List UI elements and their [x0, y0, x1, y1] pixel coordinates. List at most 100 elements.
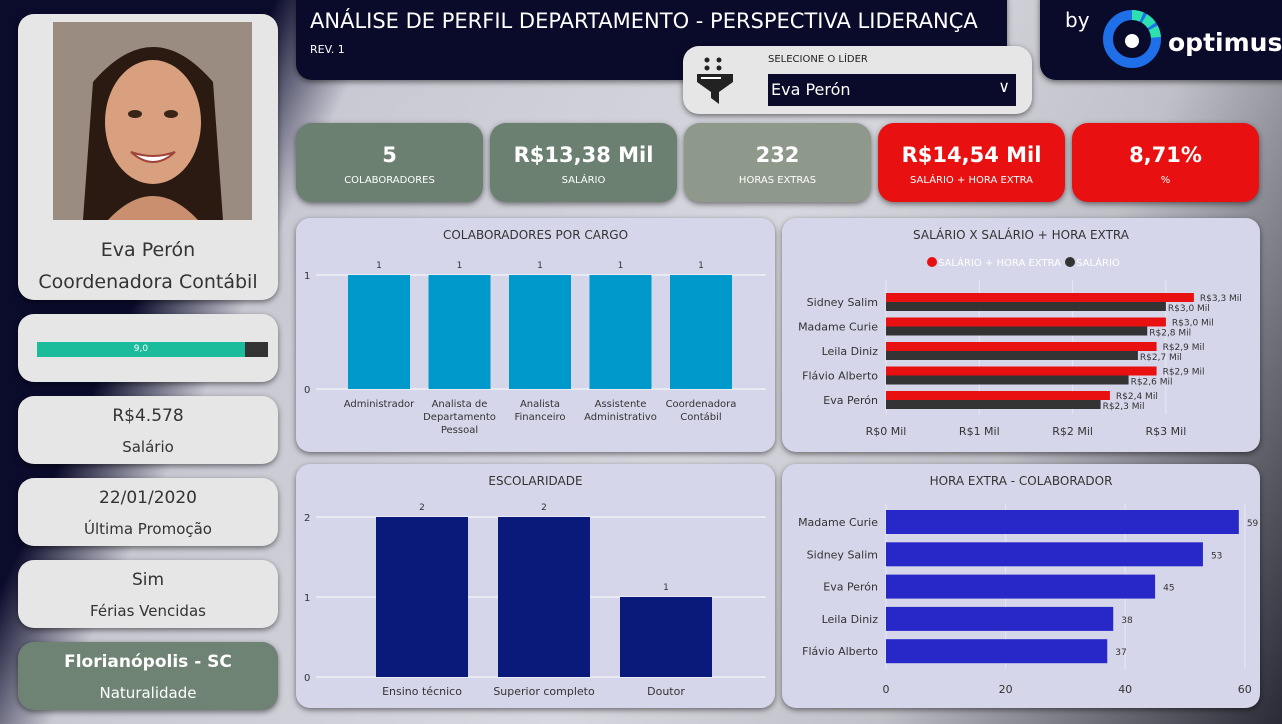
- x-tick-label: R$0 Mil: [866, 425, 907, 438]
- kpi-label: COLABORADORES: [344, 175, 435, 186]
- data-label: 37: [1115, 648, 1126, 658]
- kpi-label: %: [1160, 175, 1171, 186]
- kpi-card: 5 COLABORADORES: [296, 123, 483, 202]
- legend-marker: [927, 257, 937, 267]
- category-label: Analista de: [432, 399, 488, 410]
- score-bar: 9,0: [37, 342, 268, 357]
- x-tick-label: R$2 Mil: [1052, 425, 1093, 438]
- chart-title: HORA EXTRA - COLABORADOR: [929, 474, 1113, 488]
- x-tick-label: 40: [1118, 683, 1132, 696]
- kpi-label: SALÁRIO + HORA EXTRA: [910, 175, 1033, 186]
- legend-label: SALÁRIO + HORA EXTRA: [938, 256, 1061, 269]
- city-value: Florianópolis - SC: [64, 652, 232, 672]
- kpi-value: 232: [755, 143, 800, 167]
- legend-label: SALÁRIO: [1076, 256, 1120, 269]
- bar: [376, 517, 468, 677]
- category-label: Sidney Salim: [807, 548, 878, 561]
- data-label: R$2,7 Mil: [1140, 353, 1182, 363]
- category-label: Eva Perón: [823, 581, 878, 594]
- category-label: Superior completo: [493, 685, 595, 698]
- category-label: Madame Curie: [798, 321, 878, 334]
- bar: [886, 391, 1110, 400]
- category-label: Sidney Salim: [807, 296, 878, 309]
- chart-salario: SALÁRIO X SALÁRIO + HORA EXTRA SALÁRIO + …: [782, 218, 1260, 452]
- data-label: R$2,3 Mil: [1103, 402, 1145, 412]
- chart-title: SALÁRIO X SALÁRIO + HORA EXTRA: [913, 228, 1129, 242]
- chart-escolaridade: ESCOLARIDADE 0 1 2 2 Ensino técnico 2 Superior …: [296, 464, 775, 708]
- city-card: Florianópolis - SC Naturalidade: [18, 642, 278, 710]
- bar: [886, 510, 1239, 534]
- category-label: Administrador: [344, 399, 415, 410]
- salary-card: R$4.578 Salário: [18, 396, 278, 464]
- category-label: Eva Perón: [823, 394, 878, 407]
- data-label: R$2,4 Mil: [1116, 392, 1158, 402]
- kpi-value: 5: [382, 143, 397, 167]
- bar: [886, 606, 1114, 631]
- bar: [886, 293, 1194, 302]
- bar: [589, 275, 652, 389]
- score-value: 9,0: [133, 344, 149, 354]
- city-label: Naturalidade: [99, 684, 197, 702]
- bar: [509, 275, 571, 389]
- chart-cargo: COLABORADORES POR CARGO 0 1 1 Administrador 1…: [296, 218, 775, 452]
- category-label: Departamento: [423, 412, 496, 423]
- data-label: 1: [457, 261, 463, 271]
- category-label: Contábil: [680, 411, 721, 423]
- data-label: 45: [1163, 584, 1174, 594]
- kpi-card: 232 HORAS EXTRAS: [684, 123, 871, 202]
- bar: [886, 375, 1129, 385]
- score-fill: 9,0: [37, 342, 245, 357]
- bar: [886, 342, 1157, 351]
- data-label: 1: [698, 261, 704, 271]
- category-label: Analista: [520, 399, 560, 410]
- x-tick-label: R$1 Mil: [959, 425, 1000, 438]
- chart-hora-extra: HORA EXTRA - COLABORADOR 0 20 40 60 Madame Cu…: [782, 464, 1260, 708]
- bar: [886, 317, 1166, 327]
- bar: [886, 326, 1148, 336]
- category-label: Financeiro: [514, 412, 565, 423]
- y-tick-label: 2: [304, 513, 310, 524]
- data-label: 53: [1211, 551, 1222, 561]
- bar: [886, 542, 1203, 567]
- category-label: Assistente: [595, 399, 647, 410]
- logo-text: optimus: [1168, 28, 1282, 57]
- category-label: Leila Diniz: [822, 613, 879, 626]
- kpi-value: R$14,54 Mil: [901, 143, 1042, 167]
- leader-dropdown-value: Eva Perón: [771, 80, 851, 99]
- salary-value: R$4.578: [112, 406, 184, 426]
- data-label: R$3,0 Mil: [1168, 304, 1210, 314]
- data-label: R$2,9 Mil: [1163, 343, 1205, 353]
- bar: [620, 597, 712, 677]
- vacation-card: Sim Férias Vencidas: [18, 560, 278, 628]
- bar: [886, 639, 1108, 664]
- data-label: 1: [537, 261, 543, 271]
- vacation-label: Férias Vencidas: [90, 602, 206, 620]
- category-label: Pessoal: [441, 425, 478, 436]
- y-tick-label: 0: [304, 385, 310, 396]
- data-label: R$2,6 Mil: [1131, 378, 1173, 388]
- x-tick-label: 60: [1238, 683, 1252, 696]
- category-label: Madame Curie: [798, 516, 878, 529]
- data-label: R$3,0 Mil: [1172, 319, 1214, 329]
- y-tick-label: 1: [304, 593, 310, 604]
- x-tick-label: 0: [883, 683, 890, 696]
- bar: [428, 275, 491, 389]
- data-label: 1: [663, 583, 669, 593]
- bar: [886, 302, 1166, 311]
- leader-dropdown[interactable]: Eva Perón ∨: [768, 74, 1016, 106]
- salary-label: Salário: [122, 438, 174, 456]
- x-tick-label: R$3 Mil: [1146, 425, 1187, 438]
- category-label: Leila Diniz: [822, 345, 879, 358]
- category-label: Coordenadora: [666, 399, 737, 410]
- data-label: R$2,9 Mil: [1163, 368, 1205, 378]
- y-tick-label: 1: [304, 271, 310, 282]
- y-tick-label: 0: [304, 673, 310, 684]
- promotion-label: Última Promoção: [84, 520, 212, 538]
- filter-icon: [697, 57, 733, 104]
- data-label: 2: [419, 503, 425, 513]
- bar: [886, 400, 1101, 409]
- x-tick-label: 20: [999, 683, 1013, 696]
- filter-label: SELECIONE O LÍDER: [768, 54, 868, 65]
- bar: [886, 574, 1156, 599]
- kpi-value: R$13,38 Mil: [513, 143, 654, 167]
